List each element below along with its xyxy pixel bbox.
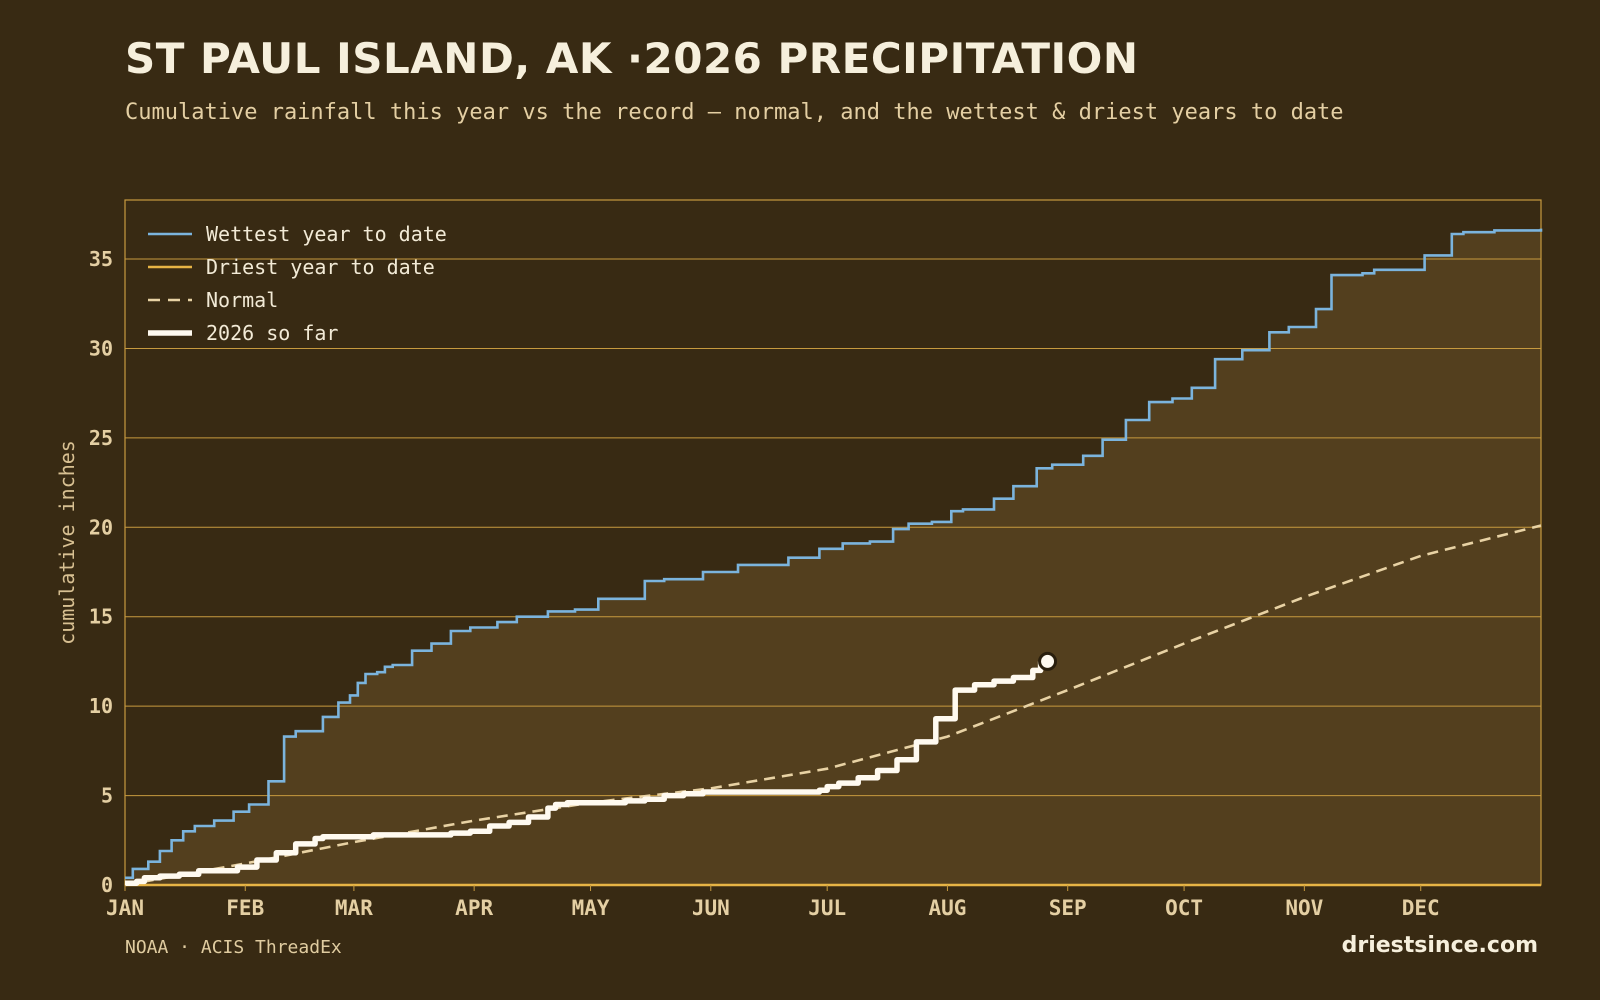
chart-title: ST PAUL ISLAND, AK ·2026 PRECIPITATION (125, 34, 1139, 83)
y-tick-label: 35 (89, 247, 113, 271)
x-tick-label: NOV (1285, 896, 1323, 920)
y-axis-label: cumulative inches (55, 440, 79, 645)
y-tick-label: 25 (89, 426, 113, 450)
axes: 0 5 10 15 20 25 30 35 JAN FEB MAR APR MAY JUN JUL AUG SE… (55, 247, 1440, 920)
site-brand[interactable]: driestsince.com (1341, 933, 1538, 958)
y-tick-label: 0 (101, 873, 113, 897)
record-range-band (125, 228, 1541, 886)
x-tick-label: APR (455, 896, 493, 920)
wet-dry-band (125, 228, 1541, 886)
legend-label-driest: Driest year to date (206, 255, 435, 279)
series-lines (124, 228, 1543, 887)
series-line-current (125, 661, 1044, 886)
chart-subtitle: Cumulative rainfall this year vs the rec… (125, 100, 1344, 125)
legend: Wettest year to date Driest year to date N… (148, 222, 447, 345)
y-tick-label: 15 (89, 605, 113, 629)
x-tick-label: JAN (106, 896, 144, 920)
x-tick-label: JUN (692, 896, 730, 920)
y-tick-label: 10 (89, 694, 113, 718)
x-tick-label: SEP (1049, 896, 1087, 920)
y-tick-label: 30 (89, 336, 113, 360)
x-tick-label: MAY (572, 896, 610, 920)
series-line-normal (124, 524, 1542, 887)
legend-label-current: 2026 so far (206, 321, 338, 345)
x-tick-label: JUL (808, 896, 846, 920)
legend-label-wettest: Wettest year to date (206, 222, 447, 246)
x-tick-label: MAR (335, 896, 373, 920)
current-value-marker (1038, 651, 1058, 671)
x-tick-label: DEC (1402, 896, 1440, 920)
data-source: NOAA · ACIS ThreadEx (125, 937, 342, 958)
x-tick-label: AUG (928, 896, 966, 920)
series-line-wettest (125, 228, 1543, 880)
x-tick-label: OCT (1165, 896, 1203, 920)
x-tick-label: FEB (226, 896, 264, 920)
legend-label-normal: Normal (206, 288, 278, 312)
y-tick-label: 5 (101, 784, 113, 808)
y-tick-label: 20 (89, 515, 113, 539)
